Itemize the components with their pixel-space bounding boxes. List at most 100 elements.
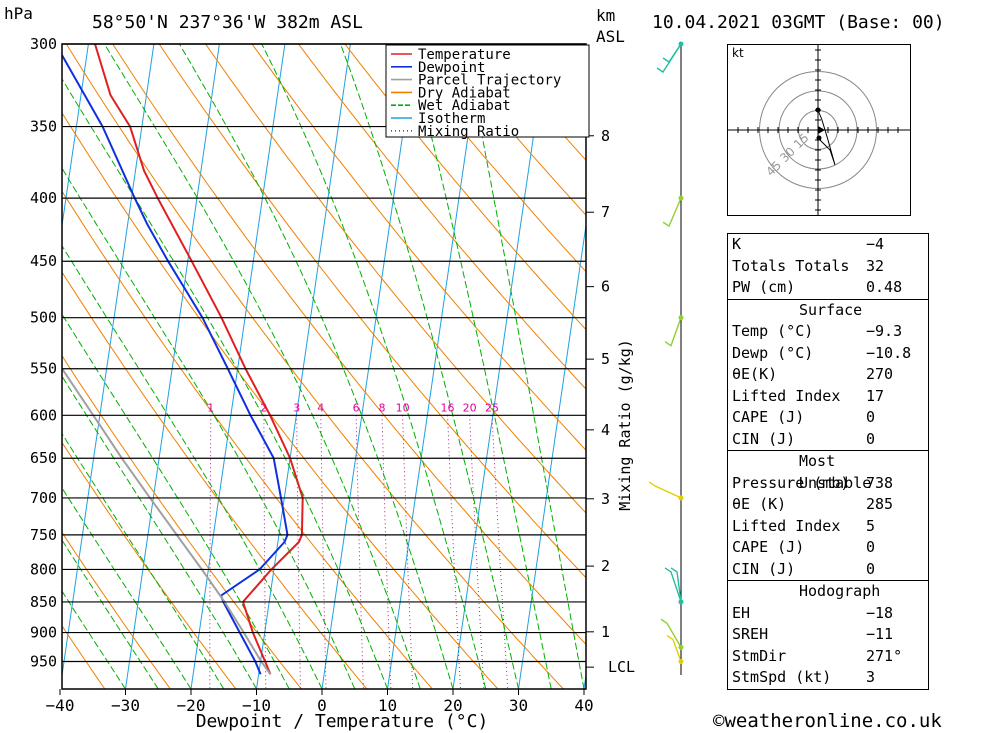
isotherm-line (62, 44, 89, 229)
mixing-ratio-label: 20 (463, 401, 477, 414)
legend-entry: Parcel Trajectory (418, 73, 561, 89)
mixing-ratio-label: 2 (260, 401, 267, 414)
legend-entry: Mixing Ratio (418, 124, 519, 140)
temperature-profile (94, 44, 304, 675)
index-label: Lifted Index (732, 516, 841, 535)
legend-entry: Isotherm (418, 111, 485, 127)
index-label: StmDir (732, 646, 787, 665)
km-tick-label: 2 (601, 557, 610, 575)
legend-entry: Wet Adiabat (418, 98, 511, 114)
mixing-ratio-line (263, 415, 267, 689)
mixing-ratio-line (209, 415, 212, 689)
mixing-ratio-line (381, 415, 392, 689)
index-label: CAPE (J) (732, 408, 805, 426)
km-tick-label: 3 (601, 490, 610, 508)
index-label: CIN (J) (732, 559, 796, 578)
x-tick-label: 10 (378, 696, 397, 715)
pressure-tick-label: 750 (30, 526, 57, 544)
dry-adiabat-line (62, 190, 433, 689)
pressure-tick-label: 400 (30, 189, 57, 207)
wind-barb (648, 481, 682, 499)
index-label: K (732, 235, 742, 253)
wet-adiabat-line (103, 44, 421, 689)
wind-barb-dot (678, 315, 684, 321)
wind-barb (660, 618, 682, 648)
pressure-tick-label: 600 (30, 406, 57, 424)
pressure-tick-label: 300 (30, 35, 57, 53)
pressure-tick-label: 950 (30, 653, 57, 671)
x-tick-label: 40 (574, 696, 593, 715)
index-value: 271° (866, 646, 903, 665)
dewpoint-profile (62, 53, 289, 675)
index-value: −4 (866, 235, 885, 253)
index-value: 3 (866, 668, 876, 686)
dry-adiabat-line (112, 44, 586, 646)
index-label: Temp (°C) (732, 322, 814, 340)
index-value: 285 (866, 495, 894, 513)
index-label: Totals Totals (732, 256, 850, 275)
index-value: 0 (866, 538, 876, 556)
hpa-unit-label: hPa (4, 4, 33, 23)
index-label: EH (732, 603, 751, 622)
index-value: 17 (866, 386, 885, 405)
indices-table: K −4 Totals Totals 32 PW (cm) 0.48 Surface … (727, 233, 929, 690)
mixing-ratio-line (469, 415, 485, 689)
lcl-label: LCL (608, 658, 635, 676)
km-tick-label: 4 (601, 421, 610, 439)
wind-barb (662, 43, 682, 63)
isotherm-line (125, 44, 220, 689)
x-tick-label: 20 (443, 696, 462, 715)
pressure-tick-label: 850 (30, 593, 57, 611)
isotherm-line (321, 44, 417, 689)
km-tick-label: 6 (601, 278, 610, 296)
mixing-ratio-label: 8 (379, 401, 386, 414)
index-label: θE (K) (732, 495, 787, 513)
pressure-tick-label: 800 (30, 560, 57, 578)
index-label: CIN (J) (732, 429, 796, 448)
mixing-ratio-label: 3 (293, 401, 300, 414)
copyright-footer[interactable]: ©weatheronline.co.uk (713, 710, 942, 732)
section-title-hodograph: Hodograph (799, 582, 881, 600)
km-tick-label: 8 (601, 127, 610, 145)
station-location: 58°50'N 237°36'W 382m ASL (92, 12, 363, 33)
x-tick-label: −40 (46, 696, 75, 715)
legend-entry: Temperature (418, 47, 511, 63)
index-value: 270 (866, 365, 894, 383)
pressure-tick-label: 350 (30, 118, 57, 136)
index-label: Pressure (mb) (732, 473, 850, 492)
dry-adiabat-line (62, 112, 499, 689)
wind-barb (662, 197, 682, 228)
index-value: 0 (866, 408, 876, 426)
wet-adiabat-line (178, 44, 454, 689)
pressure-tick-label: 700 (30, 489, 57, 507)
section-title-most-unstable: Most Unstable (799, 452, 872, 492)
index-value: 0 (866, 559, 876, 578)
dry-adiabat-line (344, 44, 586, 331)
index-value: 5 (866, 516, 876, 535)
wet-adiabat-line (407, 44, 552, 689)
storm-motion-marker (818, 126, 825, 134)
pressure-tick-label: 900 (30, 624, 57, 642)
wind-barb (664, 567, 682, 603)
x-tick-label: 30 (509, 696, 528, 715)
wet-adiabat-line (261, 44, 487, 689)
isotherm-line (190, 44, 286, 689)
x-tick-label: −10 (242, 696, 271, 715)
mixing-ratio-line (447, 415, 461, 689)
km-unit-label: km (596, 6, 616, 25)
wet-adiabat-line (340, 44, 519, 689)
wind-barb (670, 567, 682, 603)
mixing-ratio-label: 6 (353, 401, 360, 414)
x-tick-label: −20 (177, 696, 206, 715)
index-label: PW (cm) (732, 278, 796, 296)
dry-adiabat-line (158, 44, 586, 579)
pressure-tick-label: 450 (30, 252, 57, 270)
dry-adiabat-line (390, 44, 586, 273)
wet-adiabat-line (62, 167, 356, 689)
index-value: 32 (866, 256, 885, 275)
mixing-ratio-axis-title: Mixing Ratio (g/kg) (616, 339, 634, 511)
isotherm-line (452, 44, 548, 689)
legend-entry: Dry Adiabat (418, 85, 511, 101)
pressure-tick-label: 550 (30, 360, 57, 378)
